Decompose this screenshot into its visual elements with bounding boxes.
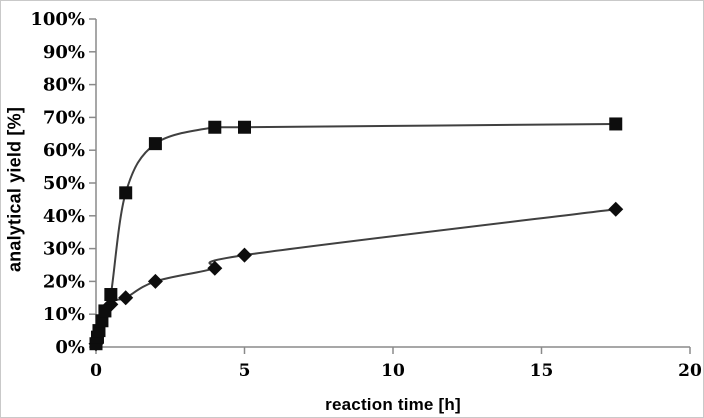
y-tick-label: 0% [55,337,85,358]
y-tick-label: 40% [43,206,85,227]
marker-squares [95,314,109,328]
marker-diamonds [608,201,624,217]
marker-squares [104,288,118,302]
series-line-diamonds [95,208,616,345]
y-tick-label: 50% [43,173,85,194]
marker-squares [609,117,623,131]
marker-diamonds [207,260,223,276]
marker-diamonds [118,290,134,306]
y-tick-label: 100% [30,9,85,30]
x-tick-label: 20 [678,361,702,381]
y-tick-label: 20% [43,271,85,292]
marker-squares [119,186,133,200]
y-tick-label: 90% [43,42,85,63]
y-axis-title: analytical yield [%] [4,106,25,273]
marker-squares [208,120,222,134]
y-tick-label: 10% [43,304,85,325]
x-axis-title: reaction time [h] [325,395,461,414]
y-tick-label: 80% [43,75,85,96]
series-line-squares [95,122,616,344]
marker-diamonds [237,247,252,263]
x-tick-label: 5 [239,361,251,381]
marker-squares [238,120,251,134]
x-tick-label: 10 [381,361,405,381]
y-tick-label: 60% [43,140,85,161]
y-tick-label: 30% [43,239,85,260]
x-tick-label: 0 [90,361,102,381]
marker-squares [148,137,162,151]
marker-squares [92,324,106,338]
y-tick-label: 70% [43,107,85,128]
x-tick-label: 15 [530,361,554,381]
marker-squares [98,304,112,318]
marker-diamonds [147,273,163,289]
